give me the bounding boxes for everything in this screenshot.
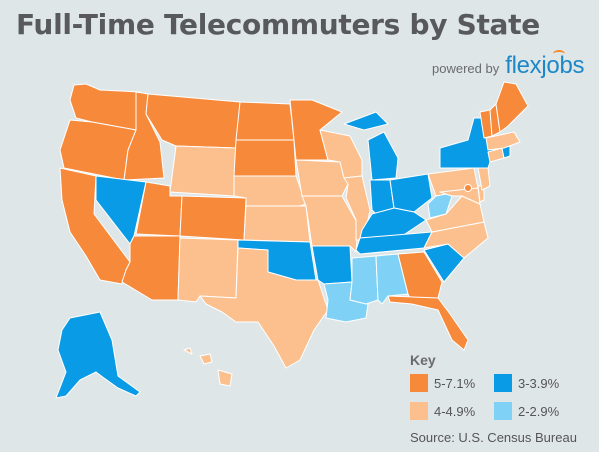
state-az [121,235,181,301]
powered-by: powered by flexjobs [432,50,585,80]
legend-label: 4-4.9% [434,403,476,419]
state-ak [55,311,141,399]
flexjobs-logo-arc [553,50,566,58]
state-me [495,81,529,133]
state-ks [243,205,311,243]
state-tx [199,247,329,369]
state-mt [145,93,241,149]
state-co [179,195,247,241]
legend-swatch [494,374,512,392]
legend-swatch [410,402,428,420]
powered-by-label: powered by [432,61,500,76]
state-sd [233,139,297,177]
state-il [343,175,371,241]
map-title: Full-Time Telecommuters by State [16,8,540,41]
legend-item: 5-7.1% [410,374,494,392]
legend-item: 2-2.9% [494,402,578,420]
state-ma [485,131,521,151]
state-dc [464,184,472,192]
state-ar [311,245,353,285]
legend-item: 3-3.9% [494,374,578,392]
state-mo [301,195,359,253]
legend-item: 4-4.9% [410,402,494,420]
state-ca [59,167,131,285]
state-ms [349,255,379,305]
state-nm [177,237,239,303]
source-note: Source: U.S. Census Bureau [410,430,577,445]
legend-swatch [494,402,512,420]
state-wy [169,145,237,197]
legend-title: Key [410,352,436,368]
legend-label: 5-7.1% [434,375,476,391]
legend-label: 3-3.9% [518,375,560,391]
state-nd [235,101,295,141]
state-hi [183,347,233,387]
state-ia [295,159,349,197]
legend-swatch [410,374,428,392]
state-nj [477,167,491,191]
legend: Key 5-7.1% 3-3.9% 4-4.9% 2-2.9% [410,352,590,420]
flexjobs-logo-text: flexjobs [505,52,585,79]
state-fl [387,295,469,351]
legend-label: 2-2.9% [518,403,560,419]
state-mi [343,111,399,181]
flexjobs-logo: flexjobs [505,50,585,80]
state-oh [389,173,433,213]
